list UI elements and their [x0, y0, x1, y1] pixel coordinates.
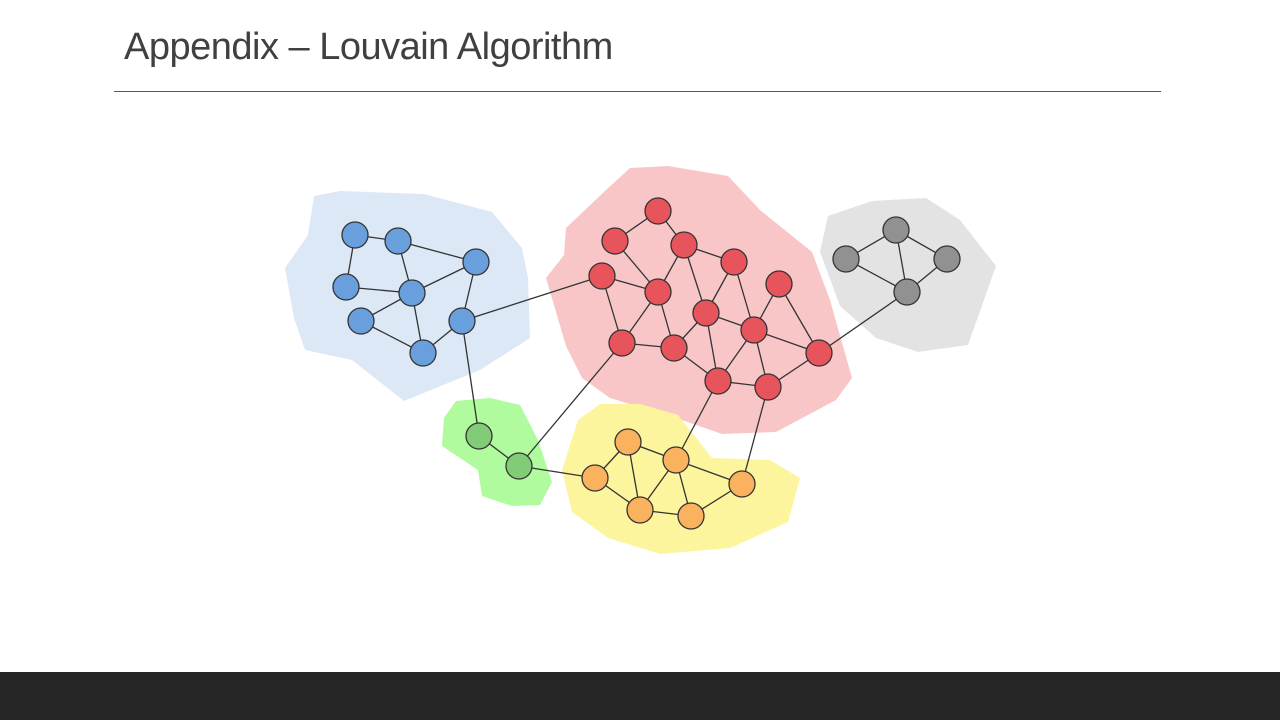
footer-bar	[0, 672, 1280, 720]
node-red	[601, 227, 629, 255]
node-blue	[332, 273, 360, 301]
title-divider	[114, 91, 1161, 92]
region-red	[546, 166, 852, 434]
node-blue	[384, 227, 412, 255]
node-red	[754, 373, 782, 401]
node-gray	[882, 216, 910, 244]
node-red	[740, 316, 768, 344]
node-yellow	[662, 446, 690, 474]
node-red	[644, 197, 672, 225]
community-blue-nodes	[332, 221, 490, 367]
community-green-nodes	[465, 422, 533, 480]
node-gray	[933, 245, 961, 273]
community-red-nodes	[588, 197, 833, 401]
community-gray-nodes	[832, 216, 961, 306]
region-green	[442, 398, 552, 506]
node-gray	[893, 278, 921, 306]
node-red	[608, 329, 636, 357]
region-gray	[820, 198, 996, 352]
node-red	[765, 270, 793, 298]
edge	[461, 275, 603, 322]
community-yellow-nodes	[581, 428, 756, 530]
node-red	[692, 299, 720, 327]
node-red	[660, 334, 688, 362]
node-gray	[832, 245, 860, 273]
node-red	[670, 231, 698, 259]
edge	[518, 342, 623, 467]
edge	[675, 380, 719, 461]
node-blue	[398, 279, 426, 307]
node-blue	[341, 221, 369, 249]
node-yellow	[728, 470, 756, 498]
node-red	[704, 367, 732, 395]
node-yellow	[677, 502, 705, 530]
node-green	[505, 452, 533, 480]
node-red	[805, 339, 833, 367]
node-blue	[462, 248, 490, 276]
node-yellow	[626, 496, 654, 524]
edge	[461, 320, 480, 437]
node-yellow	[581, 464, 609, 492]
node-blue	[448, 307, 476, 335]
node-red	[644, 278, 672, 306]
node-yellow	[614, 428, 642, 456]
edge	[818, 291, 908, 354]
node-blue	[409, 339, 437, 367]
node-red	[588, 262, 616, 290]
node-blue	[347, 307, 375, 335]
node-green	[465, 422, 493, 450]
graph-nodes	[332, 197, 961, 530]
node-red	[720, 248, 748, 276]
slide-title: Appendix – Louvain Algorithm	[124, 26, 613, 68]
edge	[741, 386, 769, 485]
